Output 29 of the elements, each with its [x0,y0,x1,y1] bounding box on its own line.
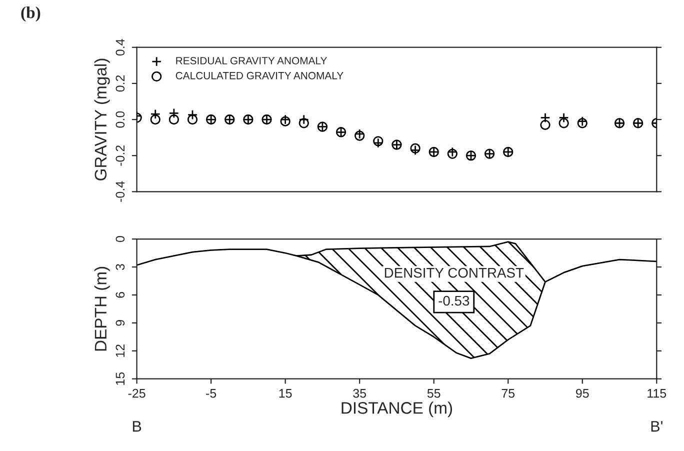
x-tick-label: 95 [576,388,589,398]
y-tick-label: 0.2 [116,75,125,92]
y-axis-title: DEPTH (m) [94,266,110,351]
y-tick-label: -0.2 [116,145,125,166]
x-tick-label: 55 [427,389,440,398]
legend-label: CALCULATED GRAVITY ANOMALY [176,72,344,80]
y-tick-label: 0.0 [116,111,125,128]
x-tick-label: -5 [206,389,216,398]
annotation: -0.53 [438,296,470,306]
legend-label: RESIDUAL GRAVITY ANOMALY [176,57,327,64]
annotation: DENSITY CONTRAST [384,268,524,278]
y-tick-label: 0.4 [116,39,125,56]
y-tick-label: 12 [116,344,124,357]
y-tick-label: -0.4 [116,181,125,202]
x-tick-label: 115 [648,389,666,398]
y-tick-label: 9 [116,320,125,326]
y-axis-title: GRAVITY (mgal) [94,58,110,180]
x-tick-label: 15 [279,389,292,398]
y-tick-label: 3 [116,264,125,270]
y-tick-label: 0 [116,236,125,242]
x-tick-label: 35 [353,388,366,398]
text: (b) [21,6,40,22]
x-tick-label: -25 [128,388,146,398]
text: B [132,421,142,432]
y-tick-label: 15 [116,372,125,385]
y-tick-label: 6 [116,292,125,298]
x-axis-title: DISTANCE (m) [342,402,452,418]
text: B' [651,421,662,432]
x-tick-label: 75 [502,389,515,398]
